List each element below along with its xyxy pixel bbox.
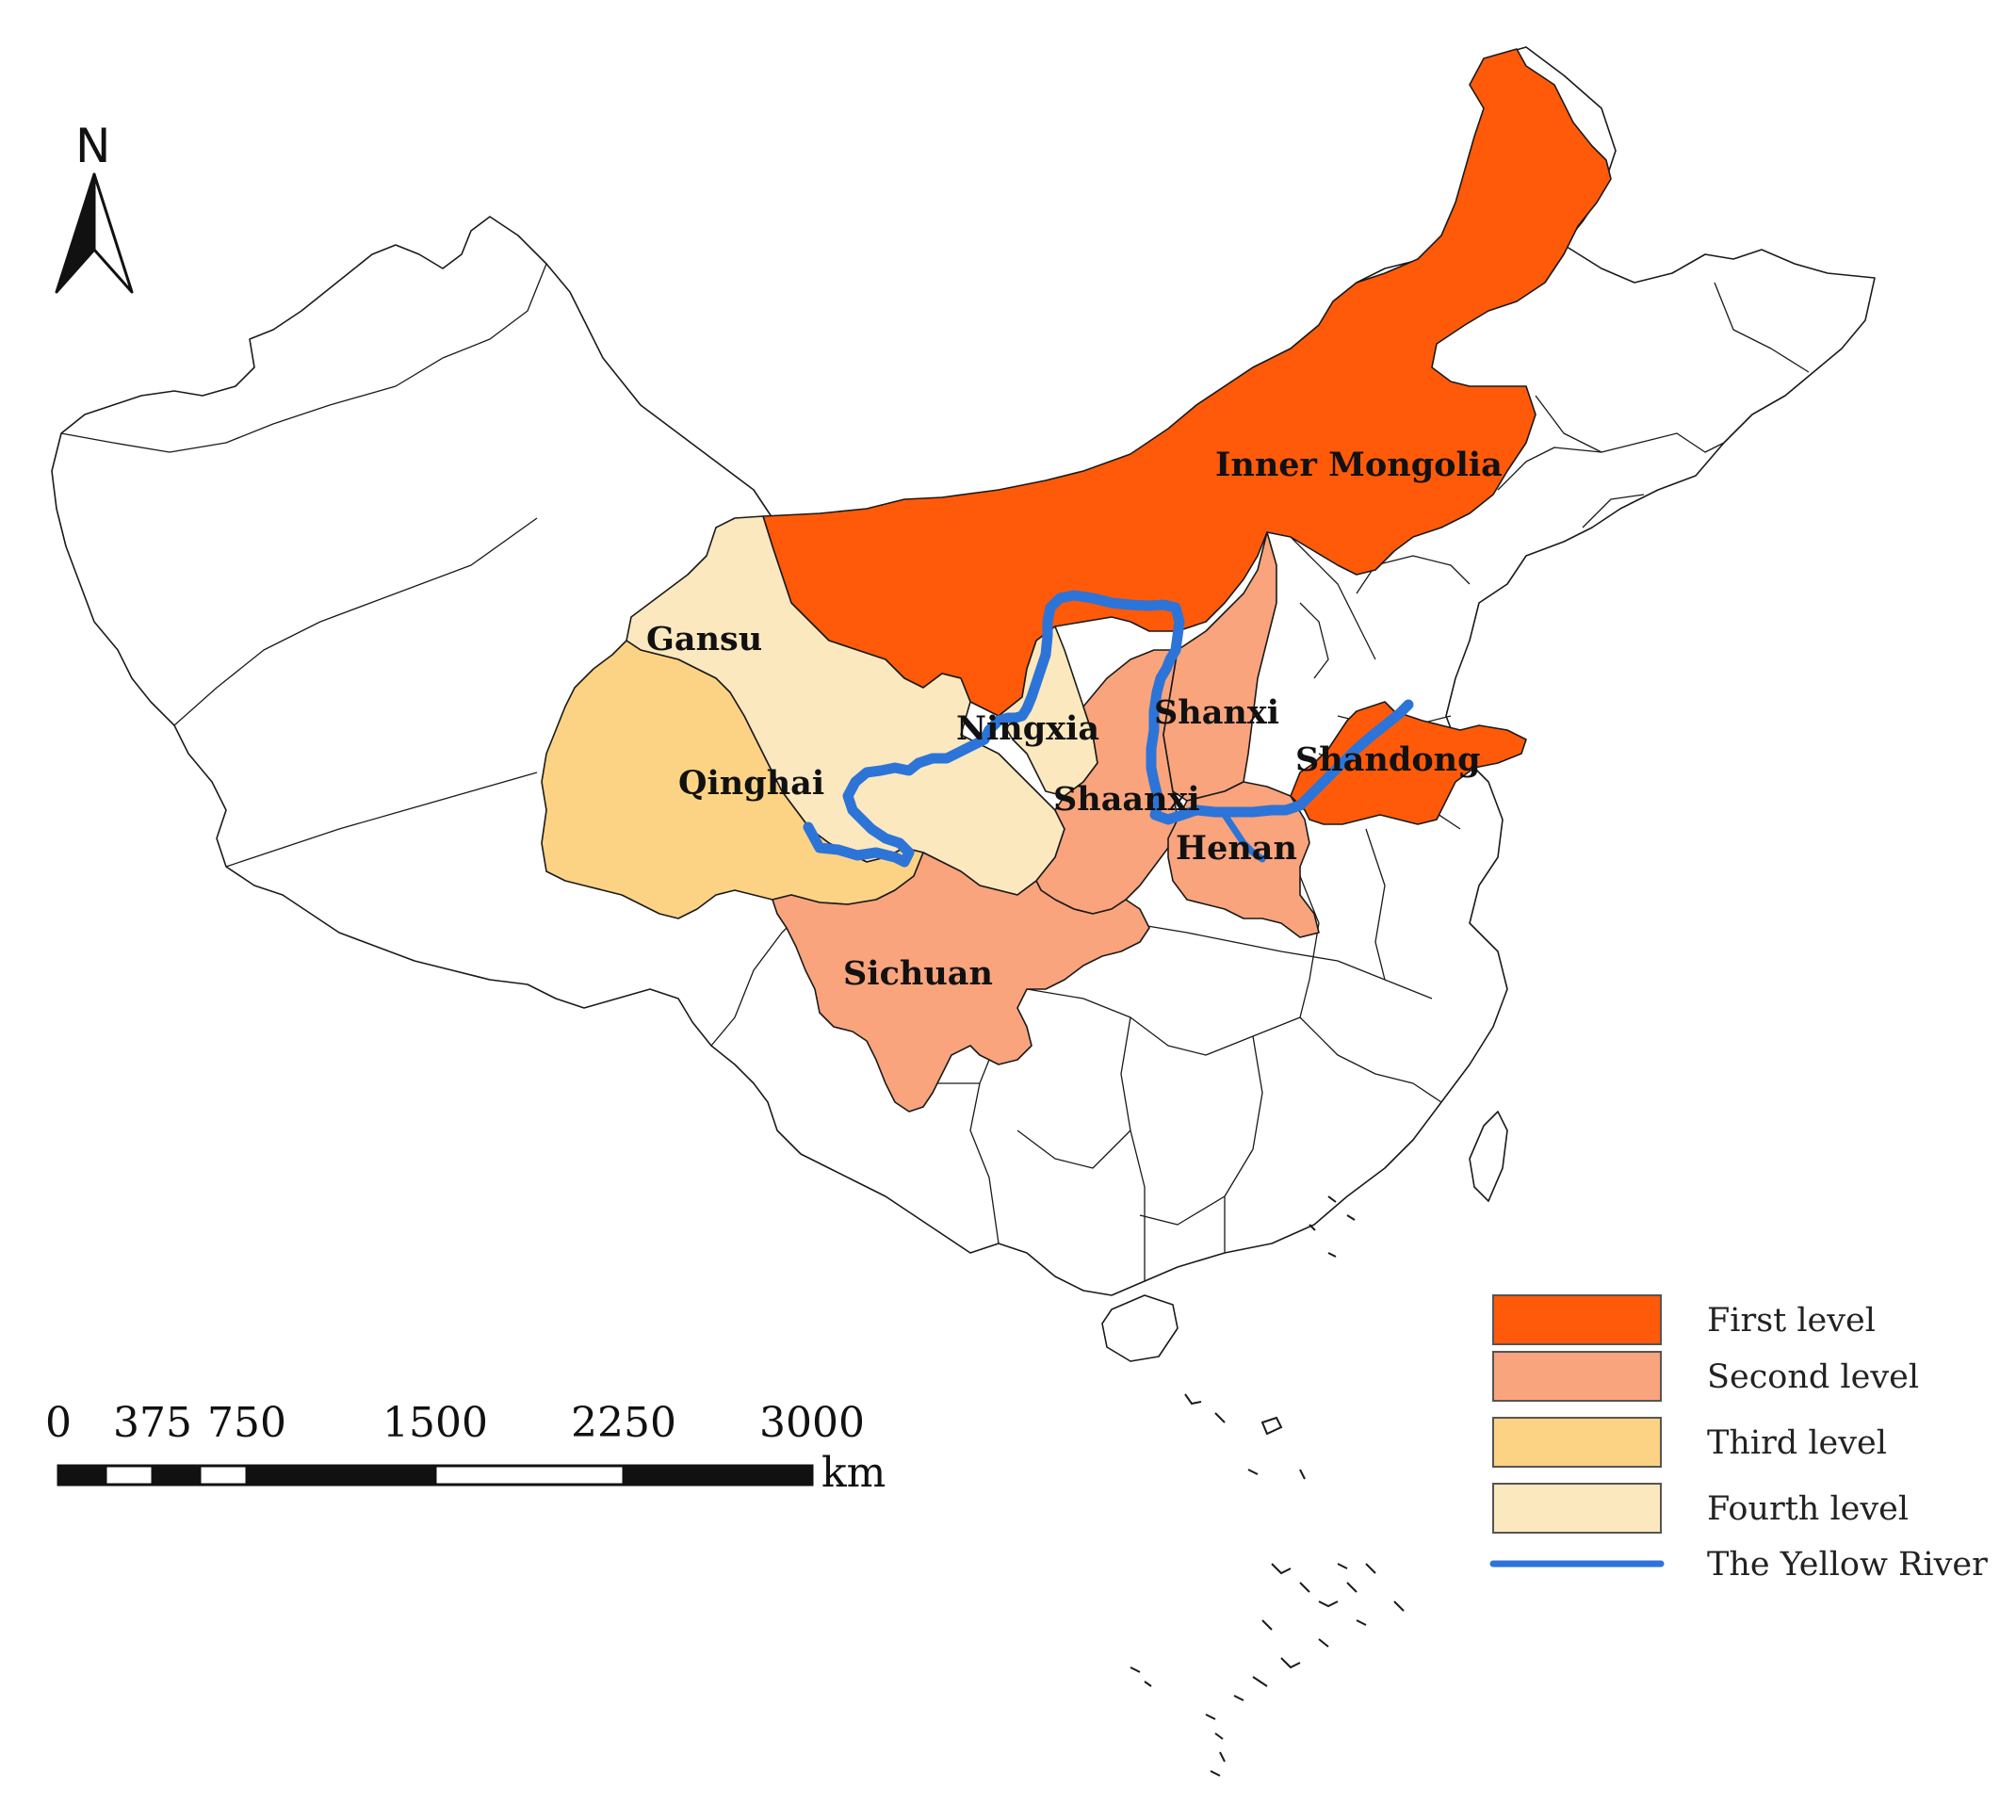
- north-arrow-icon: [55, 172, 96, 294]
- legend-swatch: [1492, 1417, 1662, 1468]
- label-inner-mongolia: Inner Mongolia: [1215, 446, 1503, 484]
- label-shandong: Shandong: [1295, 740, 1481, 779]
- legend-swatch: [1492, 1294, 1662, 1345]
- legend-label: Fourth level: [1707, 1490, 1909, 1528]
- legend-item: Third level: [1492, 1417, 1887, 1468]
- legend-label: Second level: [1707, 1358, 1919, 1396]
- taiwan-island: [1469, 1111, 1508, 1202]
- scale-tick-label: 2250: [571, 1399, 676, 1447]
- province-henan: [1167, 781, 1320, 938]
- scale-segment: [198, 1464, 249, 1487]
- province-shanxi: [1162, 531, 1277, 802]
- scale-unit: km: [821, 1449, 886, 1497]
- scale-tick-label: 3000: [759, 1399, 865, 1447]
- legend-item: Second level: [1492, 1351, 1919, 1402]
- legend-swatch: [1492, 1351, 1662, 1402]
- scale-tick-label: 1500: [382, 1399, 488, 1447]
- scale-segment: [245, 1464, 437, 1487]
- scale-segment: [433, 1464, 626, 1487]
- label-shaanxi: Shaanxi: [1053, 780, 1200, 819]
- scale-tick-label: 375: [113, 1399, 192, 1447]
- scale-segment: [151, 1464, 202, 1487]
- label-shanxi: Shanxi: [1154, 693, 1279, 732]
- scale-tick-label: 750: [207, 1399, 286, 1447]
- legend-item: First level: [1492, 1294, 1876, 1345]
- legend-swatch: [1492, 1483, 1662, 1534]
- province-labels: Inner Mongolia Shandong Shanxi Shaanxi H…: [646, 446, 1503, 993]
- scale-segment: [57, 1464, 107, 1487]
- north-arrow: N: [55, 119, 134, 294]
- province-shandong: [1290, 701, 1527, 825]
- label-qinghai: Qinghai: [678, 764, 824, 803]
- scale-bar: 0 375 750 1500 2250 3000 km: [45, 1399, 886, 1497]
- label-ningxia: Ningxia: [956, 709, 1099, 748]
- label-henan: Henan: [1176, 829, 1297, 868]
- legend-label: The Yellow River: [1707, 1546, 1988, 1584]
- province-sichuan: [772, 852, 1150, 1113]
- scale-tick-label: 0: [45, 1399, 72, 1447]
- scale-segment: [104, 1464, 154, 1487]
- legend-item: Fourth level: [1492, 1483, 1909, 1534]
- legend-label: First level: [1707, 1302, 1876, 1340]
- label-sichuan: Sichuan: [843, 954, 993, 993]
- hainan-island: [1101, 1294, 1179, 1362]
- north-label: N: [75, 119, 110, 173]
- south-china-sea-islands: [1130, 1195, 1405, 1777]
- scale-segment: [622, 1464, 814, 1487]
- yellow-river-line: [803, 590, 1414, 868]
- yellow-river-branch: [1221, 811, 1266, 863]
- legend: First level Second level Third level Fourth…: [1489, 1294, 1988, 1584]
- legend-label: Third level: [1707, 1424, 1887, 1462]
- label-gansu: Gansu: [646, 620, 762, 658]
- legend-item: The Yellow River: [1489, 1546, 1988, 1584]
